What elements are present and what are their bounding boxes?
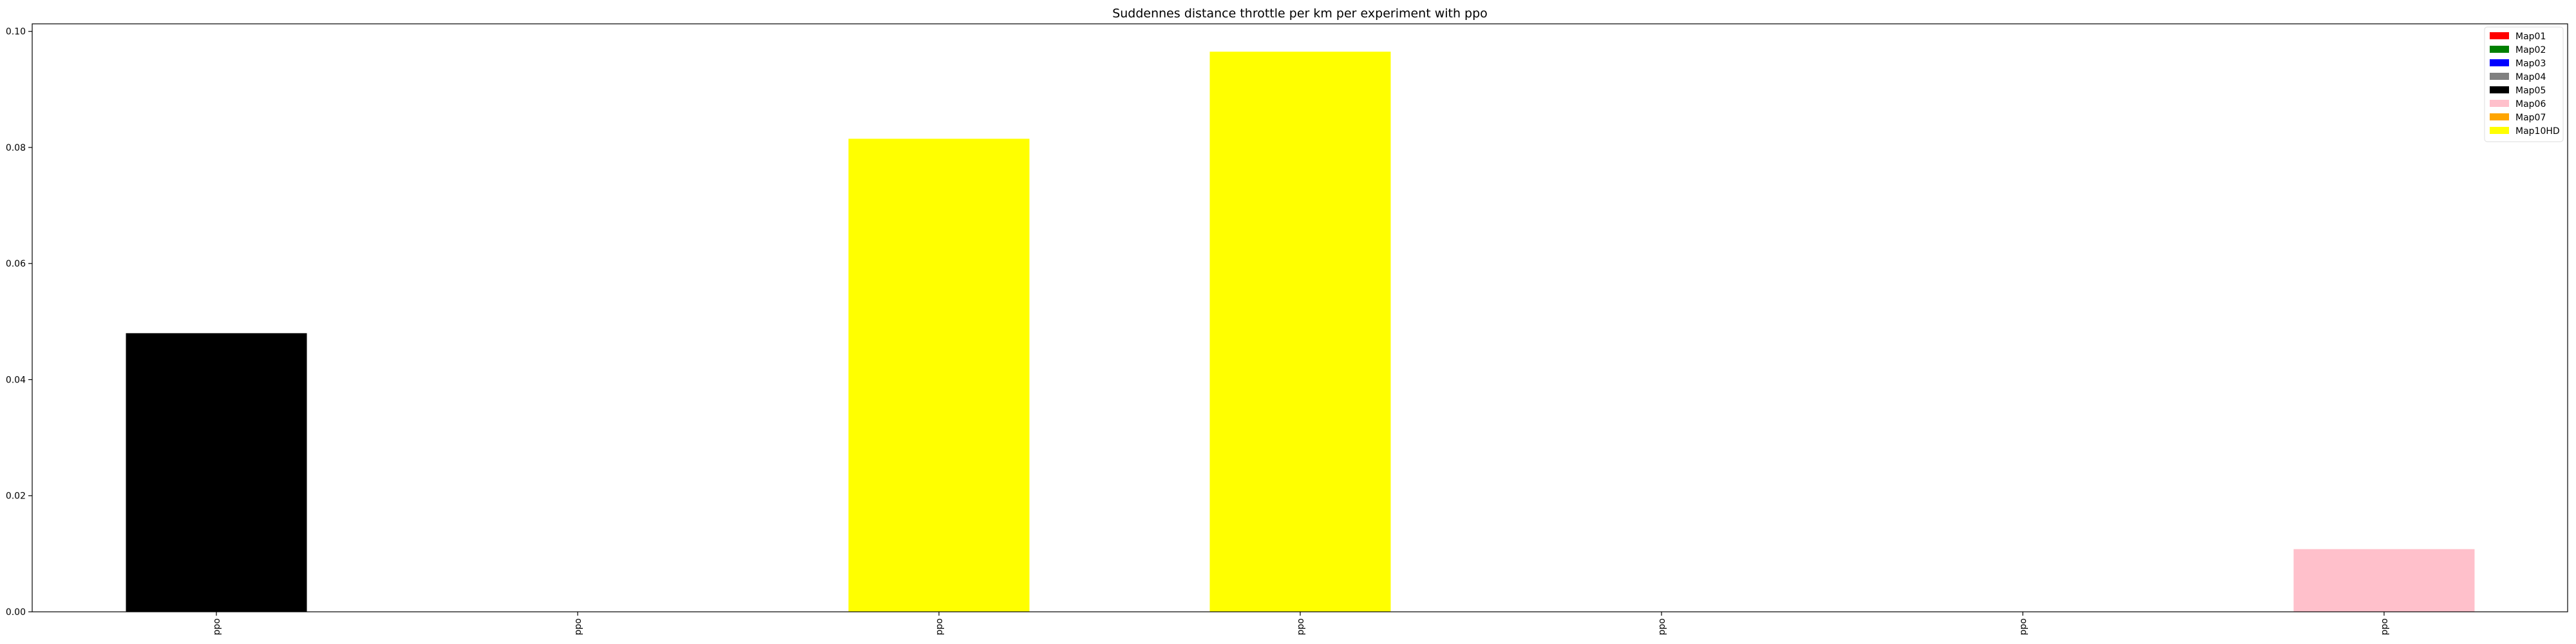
bar-4	[1209, 52, 1391, 612]
chart-title: Suddennes distance throttle per km per e…	[1112, 6, 1488, 21]
y-tick-label: 0.06	[6, 259, 26, 269]
x-tick-label: ppo	[2018, 618, 2029, 635]
legend-swatch	[2490, 32, 2509, 39]
y-tick-label: 0.04	[6, 375, 26, 385]
legend-label: Map10HD	[2515, 126, 2560, 137]
bar-7	[2293, 549, 2475, 612]
legend-swatch	[2490, 100, 2509, 107]
x-tick-label: ppo	[1657, 618, 1667, 635]
y-tick-label: 0.02	[6, 491, 26, 502]
x-tick-label: ppo	[573, 618, 583, 635]
x-tick-label: ppo	[212, 618, 222, 635]
legend-swatch	[2490, 86, 2509, 93]
axes-layer: 0.00 0.02 0.04 0.06 0.08 0.10 ppo ppo ppo ppo ppo p…	[6, 23, 2568, 635]
legend-swatch	[2490, 113, 2509, 120]
legend-swatch	[2490, 59, 2509, 66]
legend-swatch	[2490, 46, 2509, 53]
y-tick-label: 0.10	[6, 27, 26, 37]
legend: Map01 Map02 Map03 Map04 Map05 Map06 Map07 Map10…	[2484, 26, 2564, 142]
x-tick-label: ppo	[2380, 618, 2390, 635]
bar-3	[848, 138, 1030, 612]
y-tick-label: 0.08	[6, 143, 26, 153]
legend-swatch	[2490, 127, 2509, 134]
x-tick-label: ppo	[1296, 618, 1306, 635]
legend-label: Map06	[2515, 99, 2546, 109]
legend-label: Map02	[2515, 45, 2546, 55]
legend-label: Map05	[2515, 86, 2546, 96]
legend-box	[2484, 26, 2564, 142]
legend-label: Map03	[2515, 59, 2546, 69]
legend-label: Map04	[2515, 72, 2546, 82]
bar-1	[126, 333, 307, 612]
legend-swatch	[2490, 73, 2509, 80]
x-tick-label: ppo	[934, 618, 945, 635]
legend-label: Map07	[2515, 113, 2546, 123]
legend-label: Map01	[2515, 32, 2546, 42]
y-tick-label: 0.00	[6, 607, 26, 618]
bars-layer	[126, 52, 2475, 612]
